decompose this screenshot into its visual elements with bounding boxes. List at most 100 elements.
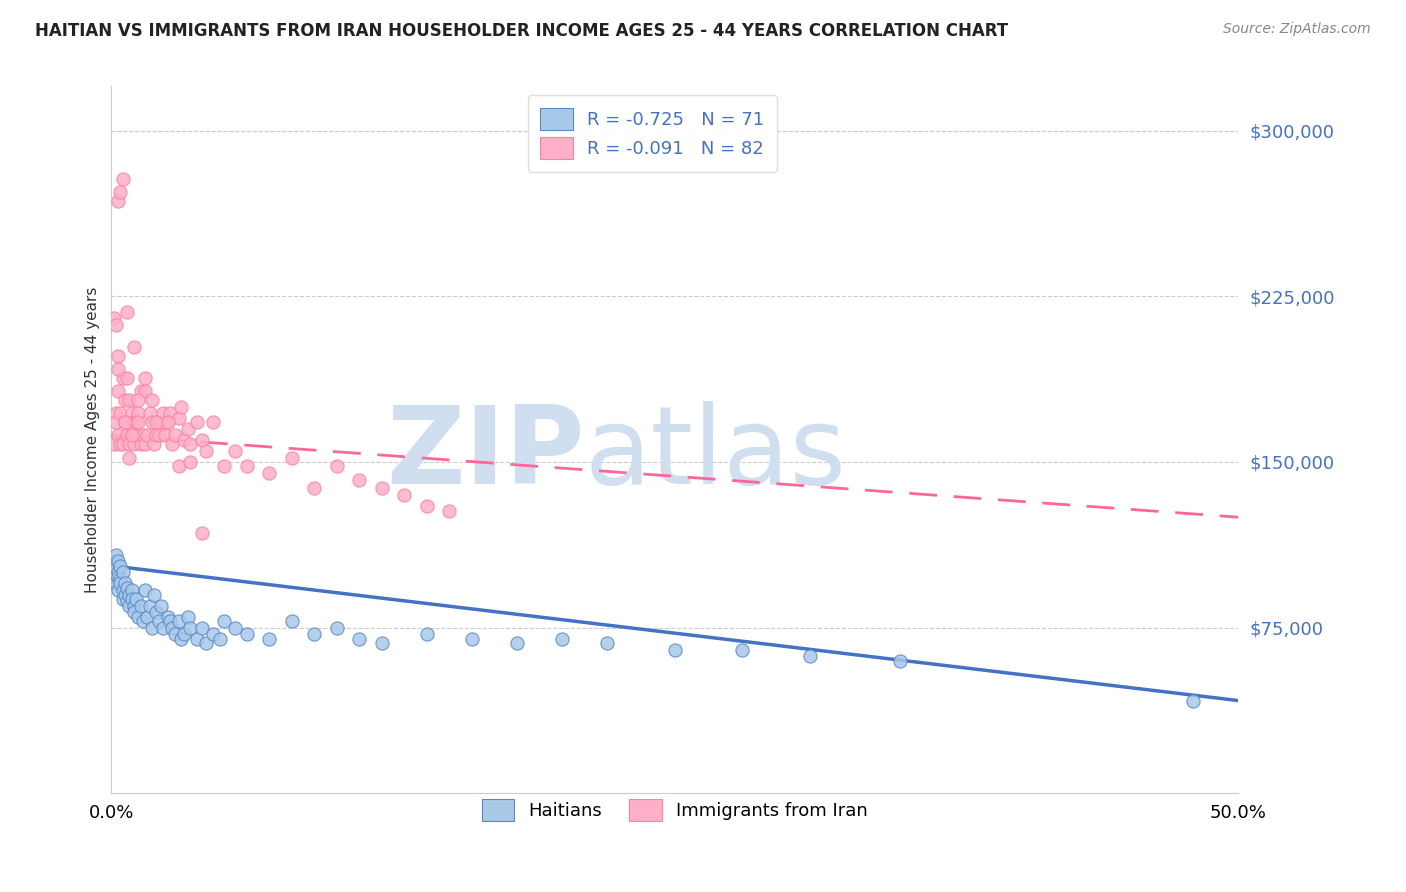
- Point: [170, 400, 193, 414]
- Text: HAITIAN VS IMMIGRANTS FROM IRAN HOUSEHOLDER INCOME AGES 25 - 44 YEARS CORRELATIO: HAITIAN VS IMMIGRANTS FROM IRAN HOUSEHOL…: [35, 22, 1008, 40]
- Point: [136, 609, 159, 624]
- Point: [152, 406, 174, 420]
- Point: [141, 621, 163, 635]
- Point: [664, 642, 686, 657]
- Point: [122, 599, 145, 613]
- Point: [107, 384, 129, 399]
- Point: [111, 583, 134, 598]
- Point: [104, 318, 127, 332]
- Point: [235, 627, 257, 641]
- Point: [132, 428, 155, 442]
- Point: [115, 594, 138, 608]
- Point: [416, 499, 439, 513]
- Point: [111, 371, 134, 385]
- Point: [257, 466, 280, 480]
- Point: [115, 304, 138, 318]
- Point: [302, 627, 325, 641]
- Point: [121, 428, 143, 442]
- Point: [111, 172, 134, 186]
- Point: [104, 415, 127, 429]
- Point: [349, 632, 371, 646]
- Point: [371, 636, 394, 650]
- Point: [134, 371, 156, 385]
- Point: [103, 554, 125, 568]
- Point: [201, 415, 224, 429]
- Point: [118, 393, 141, 408]
- Point: [132, 614, 155, 628]
- Point: [125, 428, 148, 442]
- Point: [110, 186, 132, 200]
- Point: [107, 428, 129, 442]
- Point: [103, 311, 125, 326]
- Point: [121, 406, 143, 420]
- Point: [1182, 693, 1205, 707]
- Point: [596, 636, 619, 650]
- Point: [167, 614, 190, 628]
- Point: [107, 566, 129, 580]
- Point: [416, 627, 439, 641]
- Point: [195, 443, 218, 458]
- Point: [104, 576, 127, 591]
- Point: [136, 428, 159, 442]
- Point: [143, 437, 166, 451]
- Point: [302, 482, 325, 496]
- Point: [162, 437, 184, 451]
- Point: [104, 548, 127, 562]
- Point: [129, 384, 152, 399]
- Point: [141, 415, 163, 429]
- Point: [121, 583, 143, 598]
- Point: [118, 437, 141, 451]
- Point: [121, 428, 143, 442]
- Point: [179, 455, 201, 469]
- Point: [110, 437, 132, 451]
- Point: [127, 609, 149, 624]
- Point: [163, 627, 186, 641]
- Point: [170, 632, 193, 646]
- Point: [107, 349, 129, 363]
- Point: [201, 627, 224, 641]
- Point: [179, 621, 201, 635]
- Point: [177, 609, 200, 624]
- Point: [122, 415, 145, 429]
- Point: [111, 566, 134, 580]
- Point: [156, 609, 179, 624]
- Point: [173, 433, 195, 447]
- Point: [118, 450, 141, 465]
- Point: [110, 576, 132, 591]
- Point: [186, 415, 208, 429]
- Point: [156, 415, 179, 429]
- Point: [138, 599, 160, 613]
- Point: [506, 636, 529, 650]
- Point: [179, 437, 201, 451]
- Legend: Haitians, Immigrants from Iran: Haitians, Immigrants from Iran: [470, 787, 880, 834]
- Point: [224, 443, 246, 458]
- Point: [118, 599, 141, 613]
- Point: [143, 587, 166, 601]
- Point: [152, 621, 174, 635]
- Point: [110, 406, 132, 420]
- Point: [134, 437, 156, 451]
- Point: [114, 415, 136, 429]
- Point: [208, 632, 231, 646]
- Text: ZIP: ZIP: [387, 401, 585, 507]
- Text: Source: ZipAtlas.com: Source: ZipAtlas.com: [1223, 22, 1371, 37]
- Text: atlas: atlas: [585, 401, 846, 507]
- Point: [122, 605, 145, 619]
- Point: [731, 642, 754, 657]
- Point: [107, 583, 129, 598]
- Point: [212, 459, 235, 474]
- Y-axis label: Householder Income Ages 25 - 44 years: Householder Income Ages 25 - 44 years: [86, 286, 100, 593]
- Point: [439, 503, 461, 517]
- Point: [115, 371, 138, 385]
- Point: [114, 576, 136, 591]
- Point: [129, 599, 152, 613]
- Point: [110, 558, 132, 573]
- Point: [145, 605, 167, 619]
- Point: [280, 614, 302, 628]
- Point: [145, 415, 167, 429]
- Point: [134, 583, 156, 598]
- Point: [103, 437, 125, 451]
- Point: [134, 384, 156, 399]
- Point: [122, 340, 145, 354]
- Point: [177, 422, 200, 436]
